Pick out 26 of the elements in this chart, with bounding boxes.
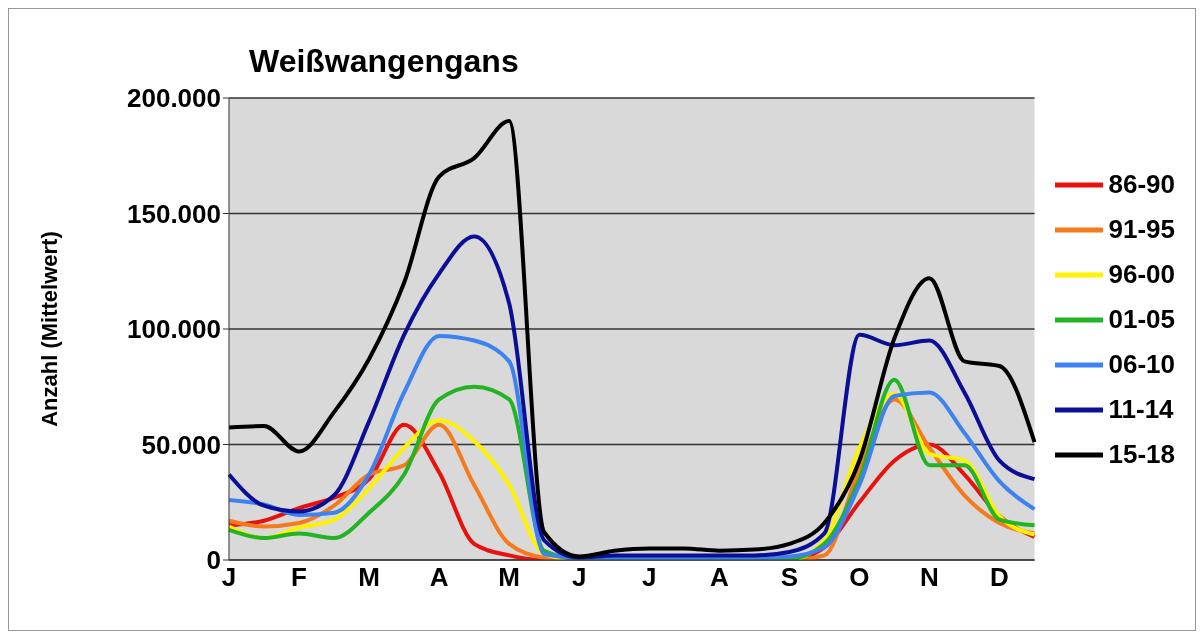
legend-label: 06-10 — [1108, 349, 1175, 380]
y-tick-label: 0 — [206, 545, 221, 576]
x-tick-label: A — [709, 562, 729, 593]
x-tick-label: A — [429, 562, 449, 593]
y-axis-title: Anzahl (Mittelwert) — [36, 231, 62, 427]
x-tick-label: M — [358, 562, 380, 593]
y-tick-label: 200.000 — [127, 83, 221, 114]
x-tick-label: N — [920, 562, 939, 593]
x-tick-label: O — [849, 562, 870, 593]
y-tick-label: 100.000 — [127, 314, 221, 345]
x-tick-label: S — [780, 562, 799, 593]
x-tick-label: M — [498, 562, 521, 593]
x-tick-label: J — [221, 562, 237, 593]
x-tick-label: J — [571, 562, 587, 593]
chart-title: Weißwangengans — [249, 43, 519, 80]
legend-label: 96-00 — [1108, 259, 1175, 290]
legend-label: 11-14 — [1108, 394, 1174, 425]
legend-label: 91-95 — [1108, 214, 1175, 245]
legend-label: 86-90 — [1108, 169, 1175, 200]
y-tick-label: 150.000 — [127, 198, 221, 229]
y-tick-label: 50.000 — [141, 429, 221, 460]
legend-label: 01-05 — [1108, 304, 1175, 335]
legend-label: 15-18 — [1108, 439, 1175, 470]
x-tick-label: J — [642, 562, 657, 593]
x-tick-label: F — [291, 562, 307, 593]
x-tick-label: D — [990, 562, 1009, 593]
